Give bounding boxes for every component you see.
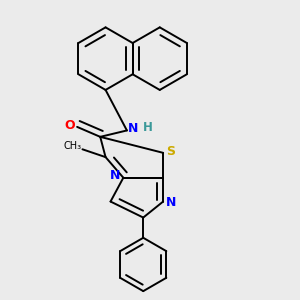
Text: H: H (142, 121, 152, 134)
Text: S: S (167, 145, 176, 158)
Text: N: N (166, 196, 176, 209)
Text: O: O (64, 119, 75, 132)
Text: N: N (128, 122, 139, 135)
Text: CH₃: CH₃ (63, 141, 82, 152)
Text: N: N (110, 169, 121, 182)
